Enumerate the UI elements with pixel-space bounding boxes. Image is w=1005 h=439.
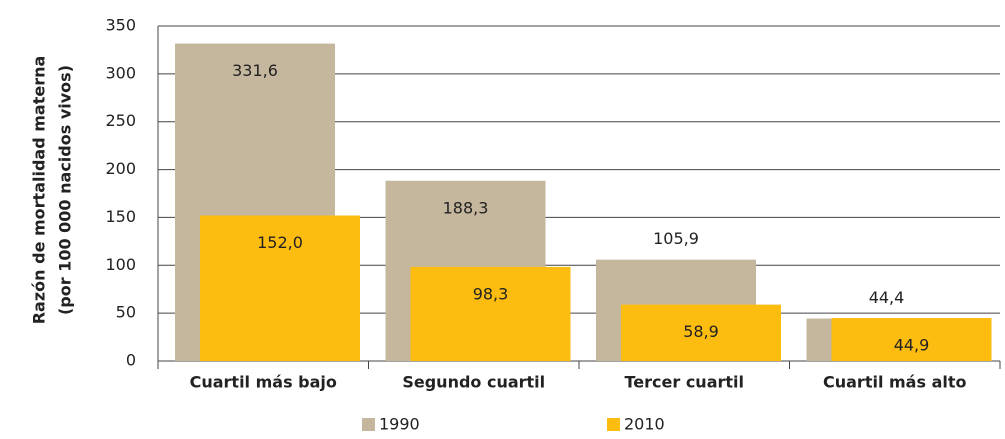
y-tick-label: 150 — [105, 207, 136, 226]
y-tick-label: 100 — [105, 255, 136, 274]
y-tick-label: 300 — [105, 63, 136, 82]
legend-swatch — [607, 418, 620, 431]
y-axis-label: (por 100 000 nacidos vivos) — [56, 65, 75, 315]
data-label: 152,0 — [257, 233, 303, 252]
data-label: 98,3 — [473, 284, 509, 303]
bar — [621, 304, 781, 361]
y-tick-label: 250 — [105, 111, 136, 130]
legend-label: 1990 — [379, 415, 420, 434]
bar — [831, 318, 992, 361]
y-tick-label: 200 — [105, 159, 136, 178]
bar — [200, 215, 360, 361]
data-label: 58,9 — [683, 322, 719, 341]
data-label: 44,9 — [894, 336, 930, 355]
data-label: 331,6 — [232, 61, 278, 80]
x-tick-label: Cuartil más alto — [823, 373, 967, 392]
x-tick-label: Segundo cuartil — [402, 373, 545, 392]
legend-swatch — [362, 418, 375, 431]
y-tick-label: 0 — [126, 351, 136, 370]
bar — [410, 266, 571, 361]
y-tick-label: 350 — [105, 16, 136, 35]
y-tick-label: 50 — [116, 303, 136, 322]
x-tick-label: Tercer cuartil — [624, 373, 744, 392]
data-label: 44,4 — [869, 288, 905, 307]
legend-label: 2010 — [624, 415, 665, 434]
data-label: 105,9 — [653, 229, 699, 248]
data-label: 188,3 — [443, 198, 489, 217]
x-tick-label: Cuartil más bajo — [190, 373, 337, 392]
y-axis-label: Razón de mortalidad materna — [30, 56, 49, 325]
